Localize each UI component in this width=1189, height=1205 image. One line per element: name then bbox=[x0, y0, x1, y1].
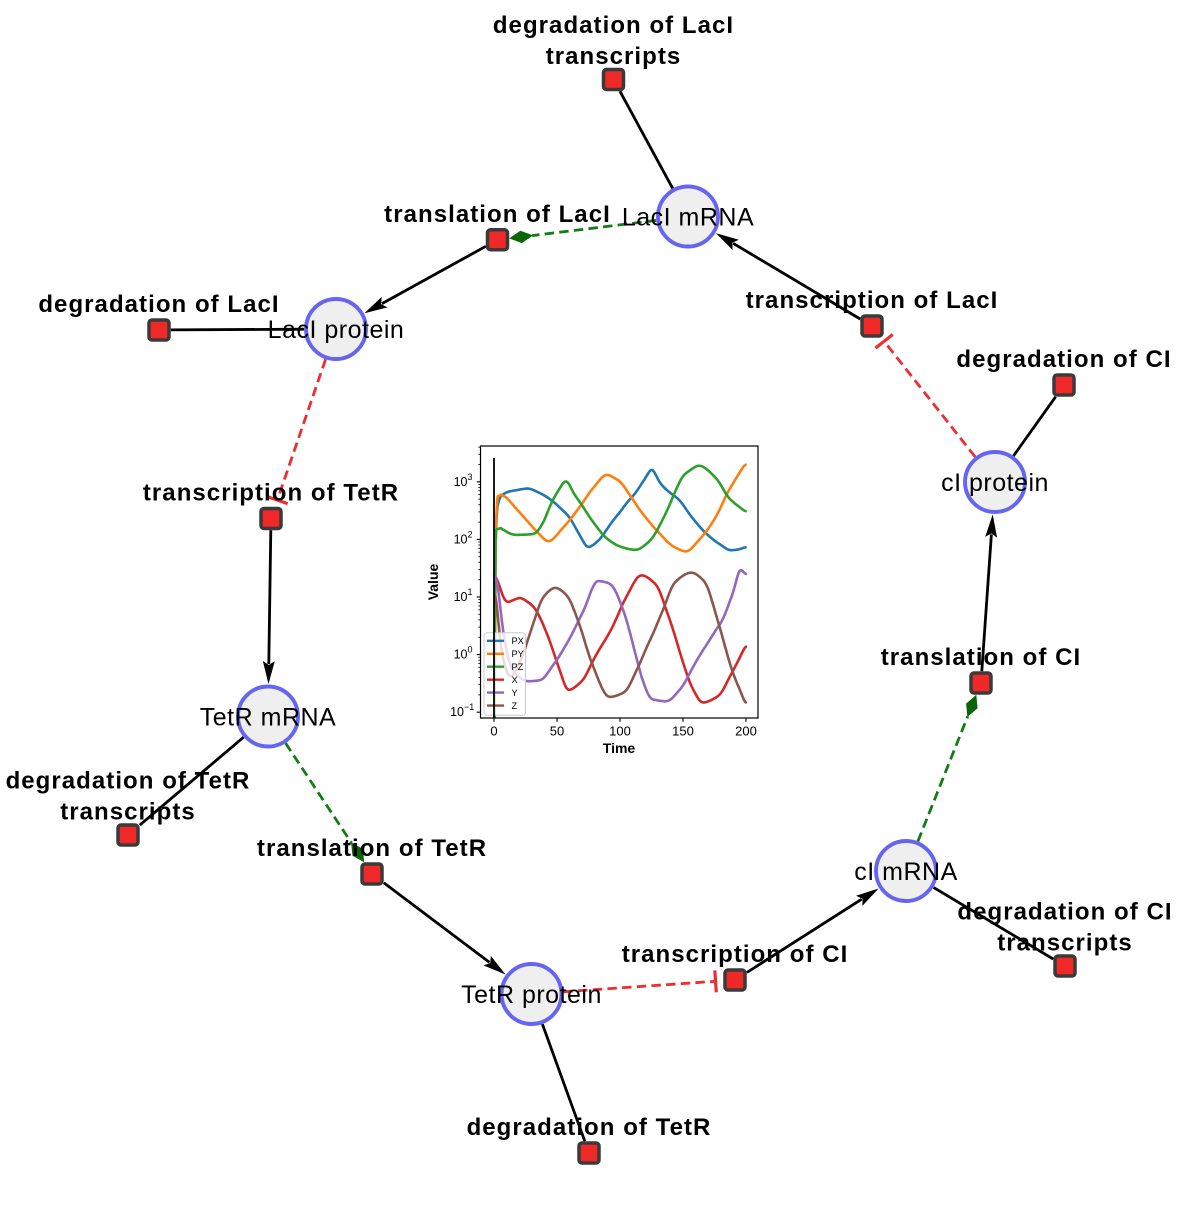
svg-text:−1: −1 bbox=[464, 702, 474, 712]
svg-text:100: 100 bbox=[609, 724, 631, 739]
svg-text:1: 1 bbox=[468, 587, 473, 597]
svg-text:2: 2 bbox=[468, 529, 473, 539]
svg-text:Y: Y bbox=[512, 688, 518, 698]
svg-text:0: 0 bbox=[468, 645, 473, 655]
svg-text:translation of LacI: translation of LacI bbox=[384, 201, 611, 228]
svg-text:10: 10 bbox=[454, 475, 468, 489]
svg-text:200: 200 bbox=[735, 724, 757, 739]
svg-text:degradation of LacI: degradation of LacI bbox=[493, 12, 734, 39]
svg-text:150: 150 bbox=[672, 724, 694, 739]
svg-text:degradation of LacI: degradation of LacI bbox=[38, 291, 279, 318]
svg-text:Value: Value bbox=[425, 564, 441, 601]
svg-text:cI mRNA: cI mRNA bbox=[854, 858, 958, 886]
svg-text:translation of TetR: translation of TetR bbox=[257, 835, 487, 862]
svg-text:10: 10 bbox=[450, 705, 464, 719]
svg-text:transcription of CI: transcription of CI bbox=[622, 941, 849, 968]
svg-text:degradation of TetR: degradation of TetR bbox=[467, 1114, 712, 1141]
svg-text:Time: Time bbox=[603, 740, 636, 756]
svg-text:transcripts: transcripts bbox=[546, 43, 682, 70]
svg-text:10: 10 bbox=[454, 648, 468, 662]
svg-text:translation of CI: translation of CI bbox=[881, 644, 1082, 671]
svg-text:TetR mRNA: TetR mRNA bbox=[200, 703, 336, 731]
svg-text:LacI mRNA: LacI mRNA bbox=[622, 203, 754, 231]
svg-text:cI protein: cI protein bbox=[941, 469, 1049, 497]
svg-text:degradation of CI: degradation of CI bbox=[957, 899, 1172, 926]
svg-text:LacI protein: LacI protein bbox=[268, 316, 405, 344]
svg-text:X: X bbox=[512, 675, 518, 685]
svg-text:PY: PY bbox=[512, 649, 524, 659]
svg-text:TetR protein: TetR protein bbox=[461, 981, 602, 1009]
svg-text:10: 10 bbox=[454, 532, 468, 546]
svg-text:10: 10 bbox=[454, 590, 468, 604]
svg-text:transcription of TetR: transcription of TetR bbox=[143, 480, 399, 507]
svg-text:3: 3 bbox=[468, 472, 473, 482]
svg-text:0: 0 bbox=[490, 724, 497, 739]
svg-text:degradation of TetR: degradation of TetR bbox=[6, 768, 251, 795]
svg-text:transcription of LacI: transcription of LacI bbox=[746, 287, 999, 314]
svg-text:Z: Z bbox=[512, 701, 518, 711]
svg-text:degradation of CI: degradation of CI bbox=[956, 346, 1171, 373]
svg-text:PZ: PZ bbox=[512, 662, 524, 672]
svg-text:PX: PX bbox=[512, 636, 524, 646]
svg-text:50: 50 bbox=[550, 724, 564, 739]
svg-text:transcripts: transcripts bbox=[997, 930, 1133, 957]
svg-text:transcripts: transcripts bbox=[60, 799, 196, 826]
